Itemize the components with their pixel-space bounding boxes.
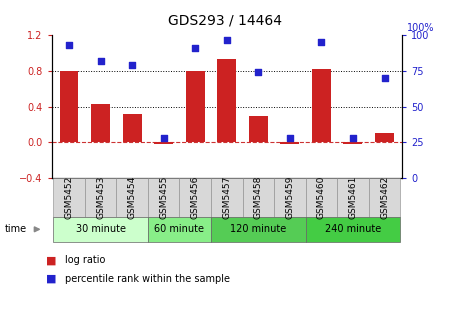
- Text: 60 minute: 60 minute: [154, 224, 204, 234]
- Point: [318, 40, 325, 45]
- Point: [349, 135, 357, 141]
- Text: GSM5456: GSM5456: [191, 176, 200, 219]
- Bar: [249, 116, 268, 142]
- Text: ■: ■: [46, 274, 57, 284]
- Text: GSM5454: GSM5454: [128, 176, 136, 219]
- Bar: [312, 69, 331, 142]
- Text: 240 minute: 240 minute: [325, 224, 381, 234]
- Text: GSM5453: GSM5453: [96, 176, 105, 219]
- Point: [97, 58, 104, 64]
- Text: 120 minute: 120 minute: [230, 224, 286, 234]
- Point: [192, 45, 199, 51]
- Text: log ratio: log ratio: [65, 255, 106, 265]
- Bar: [280, 142, 299, 144]
- Text: GSM5460: GSM5460: [317, 176, 326, 219]
- Bar: [91, 104, 110, 142]
- Bar: [60, 71, 79, 142]
- Text: GSM5457: GSM5457: [222, 176, 231, 219]
- Text: GSM5458: GSM5458: [254, 176, 263, 219]
- Point: [255, 70, 262, 75]
- Bar: [343, 142, 362, 144]
- Text: ■: ■: [46, 255, 57, 265]
- Bar: [217, 59, 236, 142]
- Point: [286, 135, 294, 141]
- Text: time: time: [4, 224, 26, 234]
- Text: 100%: 100%: [407, 23, 435, 33]
- Point: [128, 62, 136, 68]
- Text: GSM5462: GSM5462: [380, 176, 389, 219]
- Point: [160, 135, 167, 141]
- Text: 30 minute: 30 minute: [75, 224, 126, 234]
- Text: GSM5455: GSM5455: [159, 176, 168, 219]
- Text: GSM5452: GSM5452: [65, 176, 74, 219]
- Point: [223, 37, 230, 42]
- Bar: [375, 133, 394, 142]
- Bar: [154, 142, 173, 144]
- Text: GSM5461: GSM5461: [348, 176, 357, 219]
- Text: GDS293 / 14464: GDS293 / 14464: [167, 13, 282, 28]
- Text: GSM5459: GSM5459: [286, 176, 295, 219]
- Text: percentile rank within the sample: percentile rank within the sample: [65, 274, 230, 284]
- Bar: [186, 71, 205, 142]
- Point: [66, 43, 73, 48]
- Point: [381, 76, 388, 81]
- Bar: [123, 114, 141, 142]
